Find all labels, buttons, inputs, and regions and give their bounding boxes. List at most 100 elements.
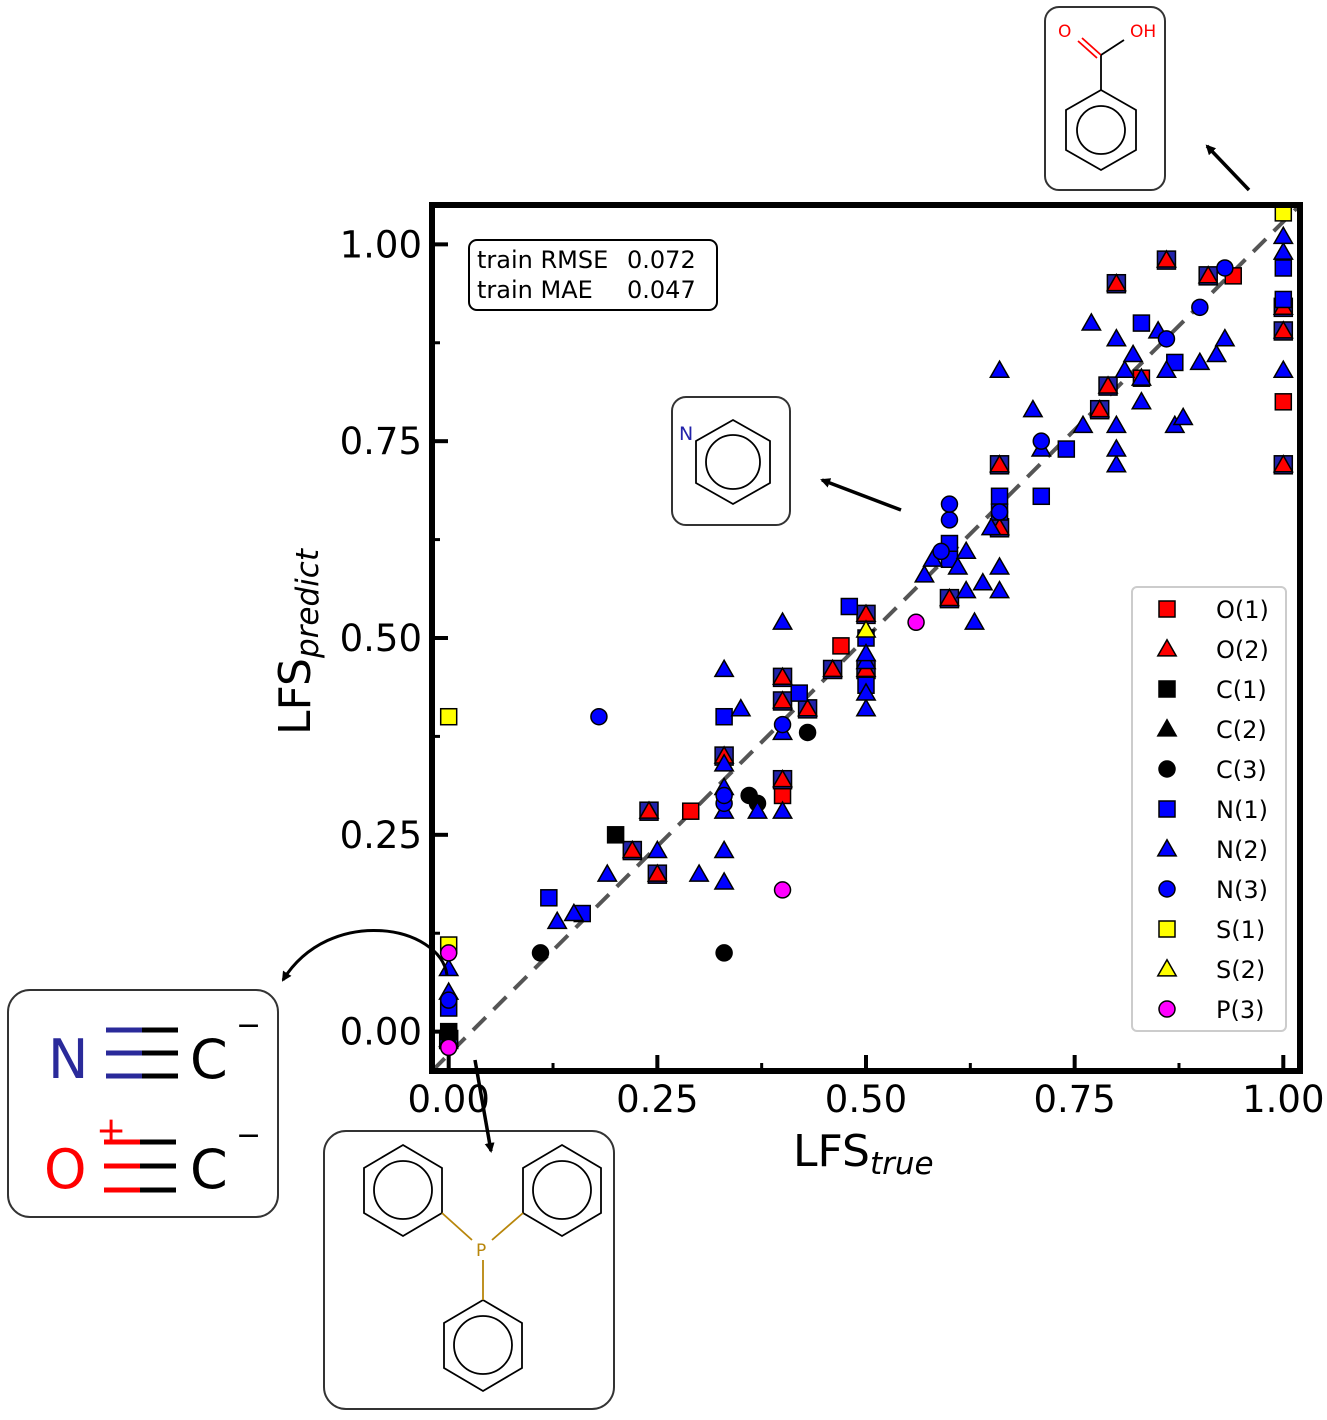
- y-axis-title: LFSpredict: [270, 547, 326, 735]
- data-point-s1: [439, 707, 458, 726]
- legend-marker-n2: [1156, 838, 1178, 857]
- data-point-n2: [1172, 406, 1194, 426]
- data-point-n2: [855, 698, 877, 717]
- data-point-n2: [1272, 359, 1294, 378]
- legend-marker-c1: [1158, 680, 1176, 698]
- benzoic-acid-oh-label: OH: [1130, 22, 1156, 42]
- data-point-n1: [715, 707, 733, 726]
- data-point-o2: [989, 454, 1011, 473]
- data-point-n3: [439, 991, 458, 1009]
- data-point-n2: [772, 611, 794, 630]
- data-point-n1: [1274, 259, 1293, 277]
- x-tick-label: 1.00: [1242, 1078, 1324, 1121]
- data-point-n2: [1072, 414, 1094, 434]
- data-point-n2: [913, 564, 935, 583]
- data-point-n2: [855, 682, 877, 701]
- data-point-n1: [790, 684, 808, 702]
- data-point-n1: [1274, 290, 1293, 309]
- data-point-n2: [563, 902, 585, 922]
- data-point-o2: [1155, 249, 1177, 268]
- co-o-charge-label: +: [96, 1110, 126, 1151]
- data-point-n3: [590, 707, 608, 726]
- data-point-o2: [638, 800, 660, 819]
- data-point-c3: [715, 944, 733, 962]
- data-point-c1: [606, 826, 625, 844]
- data-point-n2: [1155, 359, 1177, 378]
- data-point-n2: [1105, 328, 1127, 347]
- data-point-n1: [540, 889, 558, 907]
- triphenylphosphine-p-label: P: [476, 1241, 486, 1261]
- data-point-n2: [596, 863, 618, 882]
- data-point-n2: [1189, 351, 1211, 371]
- benzoic-acid-structure-icon: [1065, 37, 1137, 172]
- data-point-o2: [1097, 375, 1119, 394]
- data-point-n1: [840, 597, 859, 616]
- y-tick-label: 0.25: [340, 814, 422, 857]
- data-point-n2: [964, 611, 985, 630]
- data-point-n2: [730, 698, 752, 717]
- data-point-o2: [1272, 320, 1294, 339]
- data-point-n3: [932, 542, 950, 561]
- rmse-value: 0.072: [627, 246, 696, 274]
- data-point-o2: [822, 658, 844, 678]
- pyridine-n-label: N: [679, 423, 693, 445]
- data-point-n2: [1105, 438, 1127, 457]
- pyridine-structure-icon: [695, 418, 771, 506]
- legend-marker-o2: [1156, 638, 1178, 657]
- data-point-n2: [989, 359, 1011, 378]
- triphenylphosphine-structure-icon: [363, 1143, 602, 1393]
- legend-marker-o1: [1158, 600, 1176, 618]
- data-point-n3: [1032, 432, 1051, 450]
- rmse-label: train RMSE: [477, 246, 608, 274]
- data-point-n2: [1130, 367, 1152, 386]
- data-point-n2: [855, 643, 877, 662]
- data-point-n2: [1214, 328, 1236, 347]
- triphenylphosphine-inset: P: [323, 1130, 615, 1410]
- data-point-o2: [772, 690, 794, 709]
- data-point-n3: [940, 495, 959, 513]
- data-point-o2: [1105, 273, 1127, 292]
- data-point-n2: [1206, 343, 1228, 363]
- x-tick-label: 0.00: [407, 1078, 489, 1121]
- data-point-n2: [955, 540, 977, 560]
- legend-label: O(2): [1216, 636, 1269, 664]
- data-point-c1: [439, 1022, 458, 1041]
- legend-marker-c3: [1158, 760, 1176, 778]
- data-point-n2: [646, 839, 668, 859]
- benzoic-acid-inset: O OH: [1044, 6, 1166, 191]
- scatter-plot: 0.00 0.25 0.50 0.75 1.00 0.00 0.25 0.50 0.75 1.00: [340, 202, 1325, 1121]
- data-point-o2: [772, 768, 794, 788]
- y-tick-label: 0.50: [340, 617, 422, 660]
- cyanide-co-arrow: [281, 929, 449, 982]
- data-point-p3: [439, 944, 458, 962]
- data-point-n3: [1216, 259, 1234, 277]
- data-point-n2: [980, 517, 1002, 536]
- x-tick-label: 0.25: [616, 1078, 698, 1121]
- data-point-s2: [855, 619, 877, 638]
- data-point-n2: [688, 863, 710, 882]
- legend-label: O(1): [1216, 596, 1269, 624]
- data-point-n2: [747, 800, 768, 819]
- data-point-n2: [713, 839, 735, 859]
- data-point-n2: [1105, 414, 1127, 434]
- data-point-n3: [940, 511, 959, 529]
- x-tick-label: 0.50: [825, 1078, 907, 1121]
- cyanide-co-inset: N C − O + C −: [7, 989, 279, 1218]
- cyanide-c-label: C: [190, 1028, 228, 1091]
- data-point-o2: [1089, 398, 1111, 418]
- legend-marker-n3: [1158, 880, 1176, 898]
- data-point-o1: [681, 802, 700, 820]
- axis-ticks: 0.00 0.25 0.50 0.75 1.00 0.00 0.25 0.50 0.75 1.00: [340, 223, 1325, 1121]
- benzoic-acid-o-label: O: [1058, 22, 1071, 42]
- legend-label: S(2): [1216, 956, 1265, 984]
- data-point-c3: [798, 723, 817, 742]
- data-point-n3: [773, 715, 792, 734]
- data-point-n2: [713, 871, 735, 890]
- data-point-o1: [832, 637, 850, 655]
- data-point-o2: [621, 839, 643, 859]
- data-point-n2: [972, 572, 994, 591]
- data-point-c3: [531, 944, 550, 962]
- data-point-n1: [1132, 314, 1151, 332]
- data-point-o2: [938, 587, 960, 607]
- y-tick-label: 1.00: [340, 223, 422, 266]
